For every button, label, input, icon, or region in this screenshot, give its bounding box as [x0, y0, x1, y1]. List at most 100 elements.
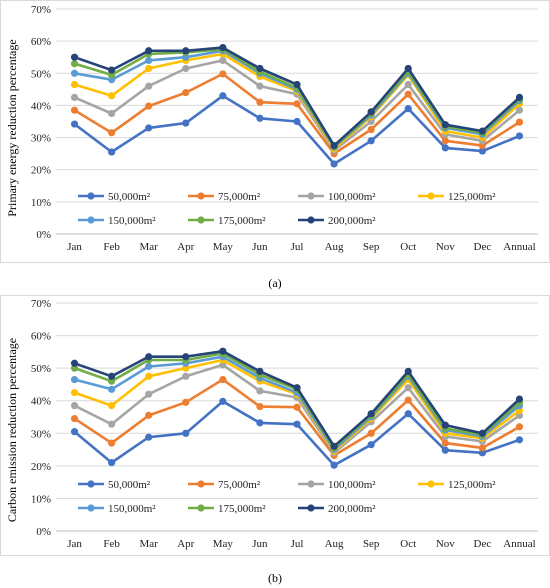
legend-marker: [87, 192, 95, 200]
data-point: [367, 125, 375, 134]
legend-item: 125,000m²: [418, 479, 496, 491]
data-point: [478, 127, 486, 135]
y-tick-label: 30%: [31, 428, 51, 440]
x-tick-label: Mar: [140, 241, 159, 253]
data-point: [515, 106, 524, 114]
data-point: [367, 429, 375, 437]
x-tick-label: Feb: [103, 241, 120, 253]
data-point: [219, 92, 227, 100]
data-point: [404, 384, 412, 392]
data-point: [404, 396, 412, 404]
x-tick-label: Nov: [436, 241, 455, 253]
data-point: [515, 423, 524, 431]
data-point: [330, 160, 338, 168]
legend-label: 75,000m²: [218, 191, 261, 203]
data-point: [108, 66, 116, 74]
data-point: [70, 415, 79, 423]
x-tick-label: Jun: [252, 241, 268, 253]
data-point: [256, 82, 264, 90]
data-point: [108, 129, 116, 137]
legend-label: 100,000m²: [328, 191, 376, 203]
data-point: [256, 387, 264, 395]
data-point: [70, 388, 79, 397]
legend-marker: [197, 504, 205, 512]
y-tick-label: 20%: [31, 461, 51, 473]
data-point: [145, 124, 153, 132]
data-point: [145, 372, 153, 380]
data-point: [404, 80, 412, 89]
panel-label-a: (a): [268, 276, 281, 290]
data-point: [367, 108, 375, 116]
x-tick-label: May: [213, 241, 234, 253]
x-tick-label: Jan: [67, 538, 82, 550]
x-tick-label: Mar: [140, 538, 159, 550]
data-point: [404, 64, 412, 73]
y-tick-label: 0%: [36, 229, 51, 241]
data-point: [293, 403, 301, 411]
data-point: [70, 106, 79, 114]
x-tick-label: Aug: [325, 241, 344, 253]
data-point: [108, 92, 116, 100]
data-point: [441, 137, 449, 145]
data-point: [182, 88, 190, 97]
x-tick-label: Dec: [474, 538, 492, 550]
data-point: [441, 439, 449, 447]
data-point: [219, 43, 227, 52]
data-point: [219, 397, 227, 405]
x-tick-label: Oct: [400, 241, 416, 253]
x-tick-label: May: [213, 538, 234, 550]
legend-label: 200,000m²: [328, 503, 376, 515]
y-tick-label: 10%: [31, 493, 51, 505]
data-point: [367, 441, 375, 449]
y-tick-labels: 0% 10% 20% 30% 40% 50% 60% 70%: [31, 4, 51, 241]
data-point: [145, 411, 153, 419]
data-point: [367, 410, 375, 418]
data-point: [145, 82, 153, 90]
legend-item: 75,000m²: [188, 191, 261, 203]
data-point: [108, 148, 116, 156]
legend-item: 175,000m²: [188, 503, 266, 515]
y-tick-label: 60%: [31, 331, 51, 343]
data-point: [182, 372, 190, 380]
legend-label: 175,000m²: [218, 215, 266, 227]
legend-item: 175,000m²: [188, 215, 266, 227]
legend-item: 50,000m²: [78, 191, 151, 203]
legend-item: 75,000m²: [188, 479, 261, 491]
legend: 50,000m² 75,000m² 100,000m² 125,000m² 150,00…: [78, 191, 496, 227]
y-tick-label: 50%: [31, 363, 51, 375]
data-point: [515, 436, 524, 444]
data-point: [182, 398, 190, 406]
data-point: [404, 367, 412, 375]
data-point: [404, 90, 412, 98]
legend-marker: [197, 480, 205, 488]
data-point: [70, 69, 79, 77]
data-point: [293, 80, 301, 89]
x-tick-label: Sep: [363, 241, 380, 253]
data-point: [182, 429, 190, 437]
data-point: [515, 132, 524, 140]
data-point: [182, 64, 190, 73]
data-point: [145, 102, 153, 110]
data-point: [330, 142, 338, 150]
legend-label: 50,000m²: [108, 479, 151, 491]
legend-marker: [307, 192, 315, 200]
legend-marker: [307, 216, 315, 224]
y-tick-label: 40%: [31, 396, 51, 408]
y-tick-label: 50%: [31, 68, 51, 80]
data-point: [70, 428, 79, 436]
legend-marker: [307, 480, 315, 488]
data-point: [256, 419, 264, 427]
data-point: [256, 402, 264, 411]
data-point: [478, 147, 486, 155]
legend-marker: [307, 504, 315, 512]
x-tick-label: Aug: [325, 538, 344, 550]
data-point: [441, 446, 449, 454]
legend-label: 50,000m²: [108, 191, 151, 203]
legend-label: 200,000m²: [328, 215, 376, 227]
legend-item: 50,000m²: [78, 479, 151, 491]
data-point: [441, 421, 449, 429]
y-tick-label: 70%: [31, 298, 51, 310]
data-point: [108, 109, 116, 118]
y-tick-label: 60%: [31, 36, 51, 48]
x-tick-label: Jul: [291, 538, 304, 550]
